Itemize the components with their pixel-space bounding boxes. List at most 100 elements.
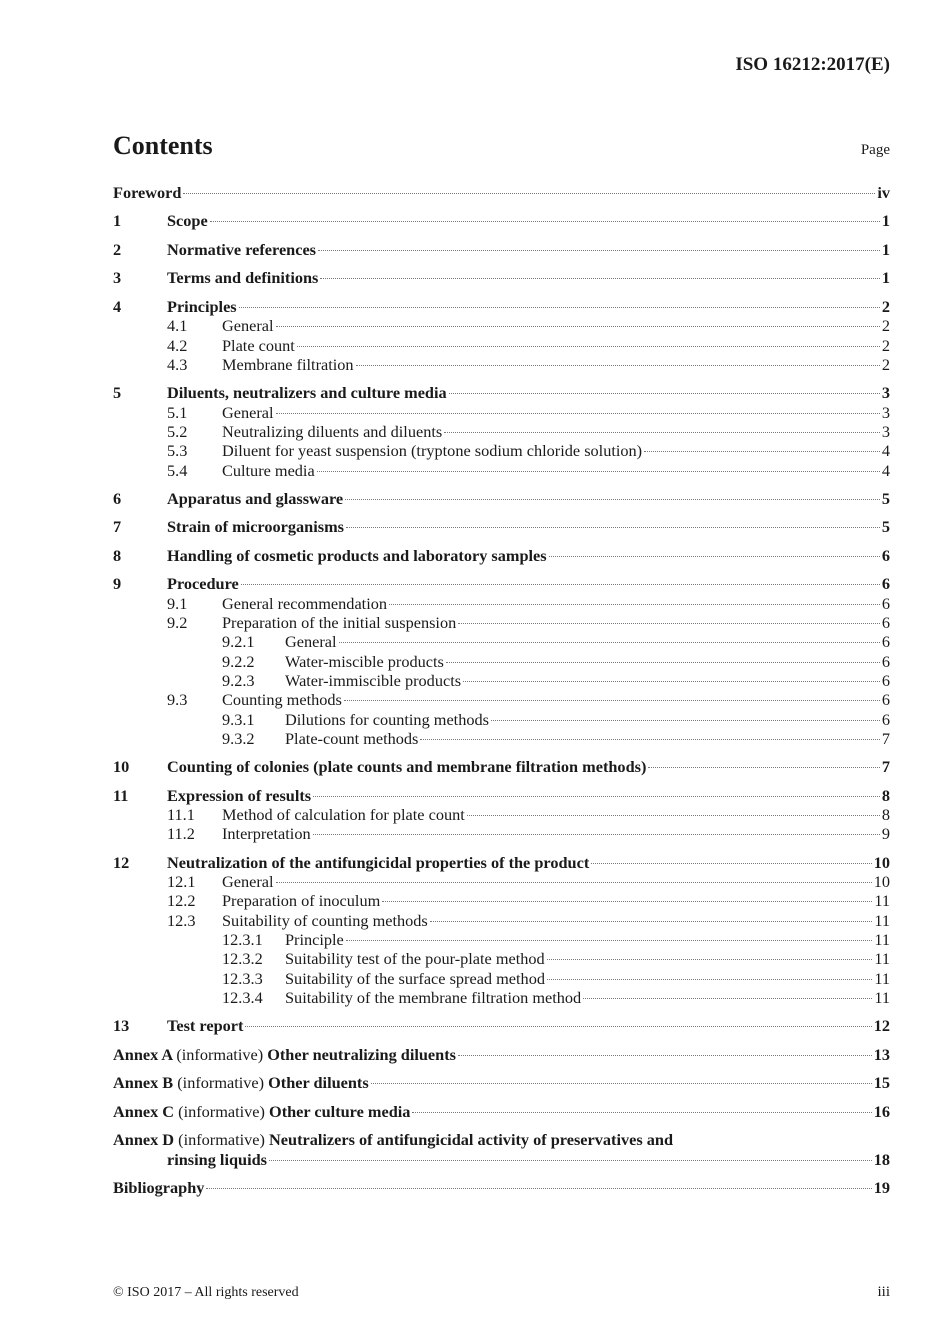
toc-entry[interactable]: 5.4 Culture media 4	[113, 461, 890, 480]
toc-entry[interactable]: 9.2.2 Water-miscible products 6	[113, 652, 890, 671]
toc-page-number: 11	[874, 949, 890, 969]
toc-entry-title: Annex D (informative) Neutralizers of an…	[113, 1130, 673, 1149]
toc-page-number: 7	[881, 728, 890, 748]
toc-entry-title: Normative references	[167, 239, 317, 259]
toc-entry[interactable]: Annex A (informative) Other neutralizing…	[113, 1045, 890, 1064]
toc-section-number: 5.4	[167, 460, 188, 480]
toc-entry[interactable]: 6 Apparatus and glassware 5	[113, 489, 890, 508]
dot-leader	[320, 278, 880, 280]
dot-leader	[548, 555, 880, 557]
toc-entry[interactable]: 12.2 Preparation of inoculum 11	[113, 891, 890, 910]
dot-leader	[546, 978, 873, 980]
toc-entry-title: Plate-count methods	[285, 728, 419, 748]
toc-section-number: 9.3	[167, 690, 188, 710]
toc-section-number: 11.2	[167, 824, 195, 844]
toc-entry[interactable]: 4.2 Plate count 2	[113, 336, 890, 355]
toc-section-number: 12.3.1	[222, 930, 263, 950]
toc-page-number: 2	[881, 316, 890, 336]
toc-page-number: 6	[881, 632, 890, 652]
toc-page-number: 19	[873, 1178, 890, 1198]
toc-entry[interactable]: 2 Normative references 1	[113, 240, 890, 259]
toc-entry[interactable]: 3 Terms and definitions 1	[113, 268, 890, 287]
toc-entry-title: Interpretation	[222, 824, 311, 844]
dot-leader	[345, 498, 880, 500]
toc-page-number: 12	[873, 1016, 890, 1036]
toc-entry[interactable]: 11.1 Method of calculation for plate coun…	[113, 805, 890, 824]
toc-section-number: 3	[113, 268, 122, 288]
dot-leader	[583, 997, 873, 999]
toc-entry[interactable]: 12.3.3 Suitability of the surface spread …	[113, 969, 890, 988]
toc-entry-title: Test report	[167, 1016, 244, 1036]
toc-entry[interactable]: 9.3.2 Plate-count methods 7	[113, 729, 890, 748]
toc-page-number: 10	[873, 872, 890, 892]
toc-page-number: 11	[874, 891, 890, 911]
toc-entry[interactable]: 13 Test report 12	[113, 1016, 890, 1035]
toc-entry[interactable]: Annex D (informative) Neutralizers of an…	[113, 1130, 890, 1149]
toc-page-number: 6	[881, 690, 890, 710]
toc-entry[interactable]: 4.3 Membrane filtration 2	[113, 355, 890, 374]
toc-entry[interactable]: 5 Diluents, neutralizers and culture medi…	[113, 383, 890, 402]
toc-entry[interactable]: 12.3 Suitability of counting methods 11	[113, 911, 890, 930]
toc-entry[interactable]: 9.2 Preparation of the initial suspension…	[113, 613, 890, 632]
toc-entry[interactable]: 7 Strain of microorganisms 5	[113, 517, 890, 536]
toc-entry[interactable]: 1 Scope 1	[113, 211, 890, 230]
toc-entry-continuation[interactable]: rinsing liquids 18	[113, 1150, 890, 1169]
toc-entry[interactable]: 12.1 General 10	[113, 872, 890, 891]
toc-section-number: 10	[113, 757, 130, 777]
toc-entry[interactable]: 9.1 General recommendation 6	[113, 594, 890, 613]
toc-entry[interactable]: 11.2 Interpretation 9	[113, 824, 890, 843]
annex-note: (informative)	[178, 1130, 265, 1150]
toc-page-number: 6	[881, 670, 890, 690]
document-id: ISO 16212:2017(E)	[735, 54, 890, 75]
toc-entry[interactable]: Annex B (informative) Other diluents 15	[113, 1073, 890, 1092]
dot-leader	[466, 815, 880, 817]
toc-entry[interactable]: 12 Neutralization of the antifungicidal p…	[113, 853, 890, 872]
toc-section-number: 4.2	[167, 335, 188, 355]
toc-entry-title: General recommendation	[222, 593, 387, 613]
dot-leader	[318, 249, 880, 251]
toc-entry[interactable]: 5.2 Neutralizing diluents and diluents 3	[113, 422, 890, 441]
annex-title: Other culture media	[269, 1101, 411, 1121]
toc-entry[interactable]: 9.2.3 Water-immiscible products 6	[113, 671, 890, 690]
toc-entry[interactable]: 9.2.1 General 6	[113, 632, 890, 651]
toc-page-number: 11	[874, 987, 890, 1007]
toc-entry[interactable]: 5.1 General 3	[113, 403, 890, 422]
toc-entry[interactable]: Foreword iv	[113, 183, 890, 202]
toc-page-number: 6	[881, 709, 890, 729]
toc-entry[interactable]: 8 Handling of cosmetic products and labor…	[113, 546, 890, 565]
toc-entry[interactable]: 4 Principles 2	[113, 297, 890, 316]
toc-entry[interactable]: 11 Expression of results 8	[113, 786, 890, 805]
toc-entry[interactable]: 9.3.1 Dilutions for counting methods 6	[113, 710, 890, 729]
toc-page-number: 1	[881, 211, 890, 231]
dot-leader	[275, 882, 872, 884]
toc-section-number: 12.2	[167, 891, 196, 911]
dot-leader	[313, 795, 880, 797]
toc-entry-title: Principles	[167, 296, 237, 316]
dot-leader	[355, 364, 880, 366]
toc-entry-title: Preparation of the initial suspension	[222, 613, 457, 633]
toc-section-number: 8	[113, 545, 122, 565]
dot-leader	[312, 834, 880, 836]
toc-section-number: 13	[113, 1016, 130, 1036]
toc-page-number: 6	[881, 574, 890, 594]
toc-entry[interactable]: 9 Procedure 6	[113, 574, 890, 593]
toc-section-number: 12.3	[167, 910, 196, 930]
toc-entry[interactable]: 9.3 Counting methods 6	[113, 690, 890, 709]
toc-entry[interactable]: 10 Counting of colonies (plate counts and…	[113, 757, 890, 776]
toc-entry[interactable]: 12.3.2 Suitability test of the pour-plate…	[113, 949, 890, 968]
toc-page-number: 8	[881, 785, 890, 805]
toc-entry[interactable]: Bibliography 19	[113, 1178, 890, 1197]
toc-entry[interactable]: 12.3.4 Suitability of the membrane filtra…	[113, 988, 890, 1007]
toc-entry[interactable]: 4.1 General 2	[113, 316, 890, 335]
toc-page-number: 6	[881, 651, 890, 671]
toc-entry-title: Expression of results	[167, 785, 312, 805]
toc-entry[interactable]: Annex C (informative) Other culture medi…	[113, 1102, 890, 1121]
dot-leader	[343, 700, 880, 702]
toc-section-number: 5.2	[167, 421, 188, 441]
toc-page-number: 11	[874, 930, 890, 950]
toc-entry[interactable]: 12.3.1 Principle 11	[113, 930, 890, 949]
toc-page-number: 2	[881, 296, 890, 316]
page-column-label: Page	[860, 142, 890, 158]
toc-entry[interactable]: 5.3 Diluent for yeast suspension (trypton…	[113, 441, 890, 460]
toc-section-number: 5	[113, 383, 122, 403]
